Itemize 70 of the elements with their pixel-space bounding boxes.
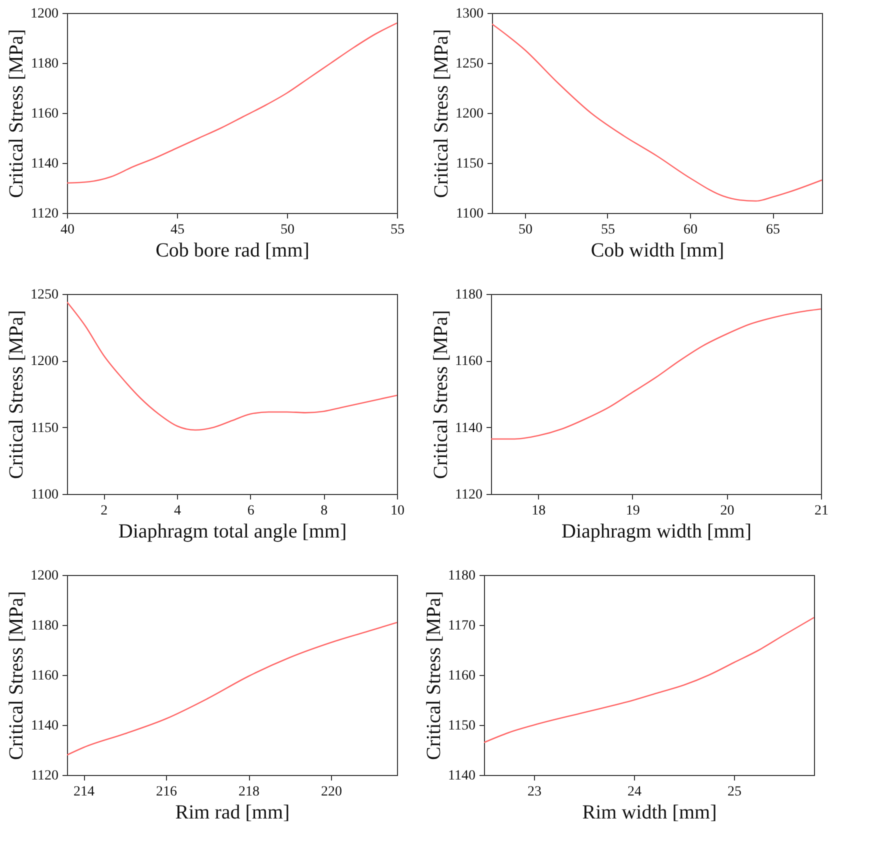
y-tick-label: 1170 [448,618,476,634]
y-tick-label: 1160 [31,668,58,684]
x-tick-label: 24 [628,784,642,800]
x-tick-label: 10 [390,504,404,518]
y-tick-label: 1120 [455,488,482,502]
y-axis-title: Critical Stress [MPa] [430,29,452,198]
x-axis-title: Diaphragm total angle [mm] [118,520,347,542]
y-tick-label: 1200 [30,354,58,370]
x-tick-label: 21 [814,504,828,518]
line-series [492,23,822,202]
y-tick-label: 1250 [456,56,484,72]
y-tick-label: 1160 [31,106,58,122]
line-series [67,301,397,431]
y-axis-title: Critical Stress [MPa] [6,310,28,479]
x-tick-label: 60 [684,222,698,238]
y-tick-label: 1150 [448,718,476,734]
x-tick-label: 8 [320,504,328,518]
y-tick-label: 1140 [448,768,476,784]
x-tick-label: 216 [156,784,177,800]
y-axis-title: Critical Stress [MPa] [430,310,452,479]
x-axis-title: Rim rad [mm] [175,802,290,824]
y-tick-label: 1250 [30,288,58,302]
x-tick-label: 2 [100,504,108,518]
y-axis-title: Critical Stress [MPa] [6,29,28,198]
y-tick-label: 1180 [31,56,58,72]
line-series [67,622,397,756]
y-tick-label: 1180 [31,618,58,634]
y-tick-label: 1160 [448,668,476,684]
line-series [484,616,814,744]
y-tick-label: 1140 [31,156,58,172]
x-tick-label: 20 [720,504,734,518]
y-axis-title: Critical Stress [MPa] [423,591,446,760]
x-tick-label: 214 [74,784,94,800]
x-tick-label: 6 [247,504,254,518]
y-tick-label: 1160 [455,354,482,370]
y-tick-label: 1200 [30,6,58,22]
x-axis-title: Cob width [mm] [590,240,724,262]
x-axis-title: Cob bore rad [mm] [156,240,310,262]
x-tick-label: 55 [601,222,615,238]
y-tick-label: 1140 [31,718,58,734]
y-axis-title: Critical Stress [MPa] [6,591,28,760]
x-tick-label: 55 [390,222,404,238]
x-tick-label: 50 [280,222,294,238]
x-tick-label: 25 [728,784,742,800]
x-tick-label: 23 [528,784,542,800]
line-series [491,308,821,440]
line-series [67,22,397,184]
y-tick-label: 1200 [456,106,484,122]
x-tick-label: 65 [766,222,780,238]
y-tick-label: 1150 [31,420,58,436]
y-tick-label: 1120 [31,768,58,784]
y-tick-label: 1100 [456,206,484,222]
x-tick-label: 19 [626,504,640,518]
y-tick-label: 1120 [31,206,58,222]
x-tick-label: 18 [532,504,546,518]
y-tick-label: 1140 [455,420,482,436]
x-tick-label: 45 [170,222,184,238]
x-tick-label: 50 [518,222,532,238]
x-tick-label: 40 [60,222,74,238]
x-tick-label: 220 [321,784,342,800]
y-tick-label: 1150 [456,156,484,172]
y-tick-label: 1180 [455,288,482,302]
x-tick-label: 218 [238,784,260,800]
y-tick-label: 1200 [30,568,58,584]
x-tick-label: 4 [174,504,181,518]
y-tick-label: 1300 [456,6,484,22]
y-tick-label: 1180 [448,568,476,584]
x-axis-title: Diaphragm width [mm] [562,520,752,542]
x-axis-title: Rim width [mm] [582,802,717,824]
y-tick-label: 1100 [31,488,58,502]
